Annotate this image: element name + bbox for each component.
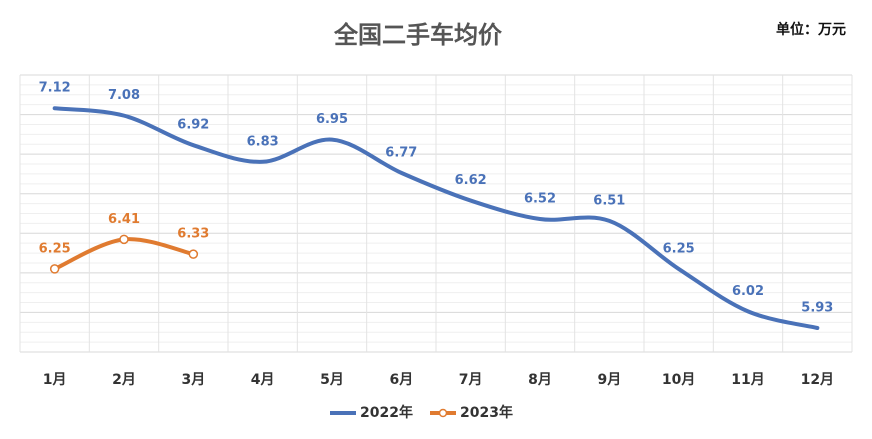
x-tick-label: 3月	[181, 372, 205, 388]
data-label: 6.25	[39, 241, 71, 256]
data-label: 7.08	[108, 88, 140, 103]
unit-note: 单位：万元	[776, 21, 846, 38]
x-tick-label: 5月	[320, 372, 344, 388]
legend-label: 2022年	[360, 404, 413, 421]
x-tick-label: 8月	[528, 372, 552, 388]
data-label: 6.51	[593, 193, 625, 208]
point-marker	[119, 234, 129, 245]
x-tick-label: 1月	[43, 372, 67, 388]
x-tick-label: 9月	[597, 372, 621, 388]
data-label: 7.12	[39, 81, 71, 96]
point-marker	[49, 264, 60, 274]
x-tick-label: 10月	[662, 372, 695, 388]
data-label: 6.92	[177, 118, 209, 133]
data-label: 6.77	[385, 145, 417, 160]
x-tick-label: 6月	[389, 372, 413, 388]
series-line	[52, 106, 820, 330]
data-label: 6.25	[663, 241, 695, 256]
data-label: 6.95	[316, 112, 348, 127]
data-label: 6.41	[108, 212, 140, 227]
x-tick-label: 2月	[112, 372, 136, 388]
x-tick-label: 11月	[731, 372, 764, 388]
x-tick-label: 12月	[801, 372, 834, 388]
x-tick-label: 4月	[251, 372, 275, 388]
legend-marker	[438, 408, 448, 418]
data-label: 6.02	[732, 284, 764, 299]
data-label: 5.93	[801, 300, 833, 315]
data-label: 6.33	[177, 227, 209, 242]
point-marker	[188, 249, 199, 259]
legend-label: 2023年	[460, 404, 513, 421]
data-label: 6.52	[524, 192, 556, 207]
chart-title: 全国二手车均价	[333, 21, 503, 49]
x-tick-label: 7月	[459, 372, 483, 388]
data-label: 6.83	[247, 134, 279, 149]
data-label: 6.62	[455, 173, 487, 188]
